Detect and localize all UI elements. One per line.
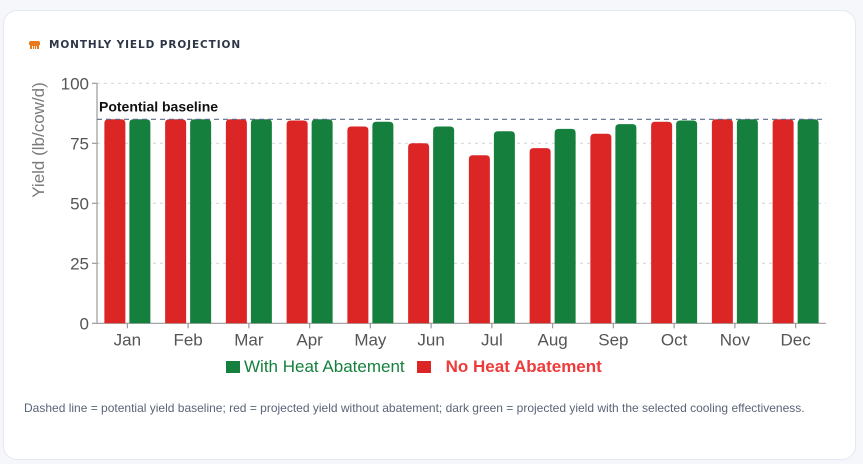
- legend-item-with-abatement[interactable]: With Heat Abatement: [226, 357, 417, 377]
- bar-no-abatement: [104, 119, 126, 324]
- legend-swatch-red: [416, 361, 431, 373]
- bar-no-abatement: [225, 119, 247, 324]
- y-tick-label: 0: [80, 314, 89, 333]
- bar-with-abatement: [493, 131, 515, 324]
- cow-icon: [29, 41, 40, 49]
- x-tick-label: May: [354, 330, 387, 349]
- legend-label: With Heat Abatement: [244, 357, 405, 376]
- bar-with-abatement: [250, 119, 272, 324]
- x-tick-label: Feb: [173, 330, 202, 349]
- y-tick-label: 75: [70, 134, 89, 153]
- x-tick-label: Jan: [114, 330, 141, 349]
- x-tick-label: Mar: [234, 330, 264, 349]
- bar-with-abatement: [736, 119, 758, 324]
- x-tick-label: Oct: [661, 330, 688, 349]
- x-tick-label: Sep: [598, 330, 628, 349]
- card-title: MONTHLY YIELD PROJECTION: [49, 39, 242, 51]
- bar-no-abatement: [408, 143, 430, 324]
- y-tick-label: 100: [61, 74, 89, 93]
- bar-no-abatement: [165, 119, 187, 324]
- bar-with-abatement: [433, 126, 455, 324]
- x-tick-label: Nov: [720, 330, 751, 349]
- bar-with-abatement: [554, 128, 576, 324]
- bar-no-abatement: [711, 119, 733, 324]
- legend-swatch-green: [226, 361, 240, 373]
- y-tick-label: 25: [70, 254, 89, 273]
- bar-with-abatement: [797, 119, 819, 324]
- chart-legend: With Heat Abatement No Heat Abatement: [226, 357, 602, 377]
- bar-with-abatement: [311, 119, 333, 324]
- bar-no-abatement: [772, 119, 794, 324]
- chart-caption: Dashed line = potential yield baseline; …: [24, 401, 805, 415]
- bar-with-abatement: [129, 119, 151, 324]
- bar-with-abatement: [372, 121, 394, 324]
- bar-no-abatement: [651, 121, 673, 324]
- bar-with-abatement: [190, 119, 212, 324]
- card-header: MONTHLY YIELD PROJECTION: [28, 39, 241, 51]
- bar-with-abatement: [676, 120, 698, 324]
- x-tick-label: Apr: [296, 330, 323, 349]
- y-tick-label: 50: [70, 194, 89, 213]
- y-axis-title: Yield (lb/cow/d): [29, 82, 48, 198]
- bar-with-abatement: [615, 124, 637, 324]
- bar-no-abatement: [529, 148, 551, 324]
- x-tick-label: Jul: [481, 330, 503, 349]
- bar-no-abatement: [347, 126, 369, 324]
- baseline-label: Potential baseline: [99, 98, 218, 114]
- x-tick-label: Jun: [417, 330, 444, 349]
- x-tick-label: Aug: [538, 330, 568, 349]
- legend-label: No Heat Abatement: [445, 357, 602, 376]
- bar-no-abatement: [286, 120, 308, 324]
- bar-no-abatement: [468, 155, 490, 324]
- legend-item-no-abatement[interactable]: No Heat Abatement: [416, 357, 602, 377]
- x-tick-label: Dec: [781, 330, 812, 349]
- bar-no-abatement: [590, 133, 612, 324]
